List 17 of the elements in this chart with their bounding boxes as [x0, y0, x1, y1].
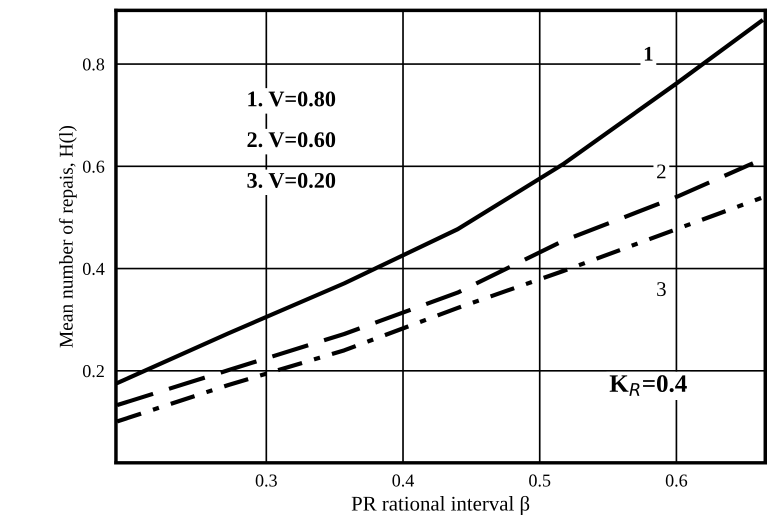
annotation: 1. V=0.80	[248, 91, 336, 107]
annotation: 3. V=0.20	[247, 172, 336, 188]
x-tick-label: 0.6	[666, 474, 688, 487]
x-tick-label: 0.5	[529, 474, 550, 487]
x-tick-label: 0.3	[256, 474, 277, 487]
series-label: 2	[657, 164, 666, 178]
y-tick-label: 0.8	[82, 58, 104, 71]
annotation: 2. V=0.60	[247, 132, 336, 148]
text: 3	[657, 282, 666, 296]
y-tick-label: 0.4	[82, 262, 105, 276]
y-tick-label: 0.2	[82, 365, 104, 378]
y-axis-title: Mean number of repais, H(l)	[58, 126, 77, 348]
x-tick-label: 0.4	[392, 474, 414, 487]
annotation: K$_{R}$=0.4	[610, 375, 687, 396]
x-axis-title: PR rational interval β	[352, 496, 530, 515]
series-label: 1	[644, 46, 653, 61]
y-tick-label: 0.6	[82, 160, 104, 173]
